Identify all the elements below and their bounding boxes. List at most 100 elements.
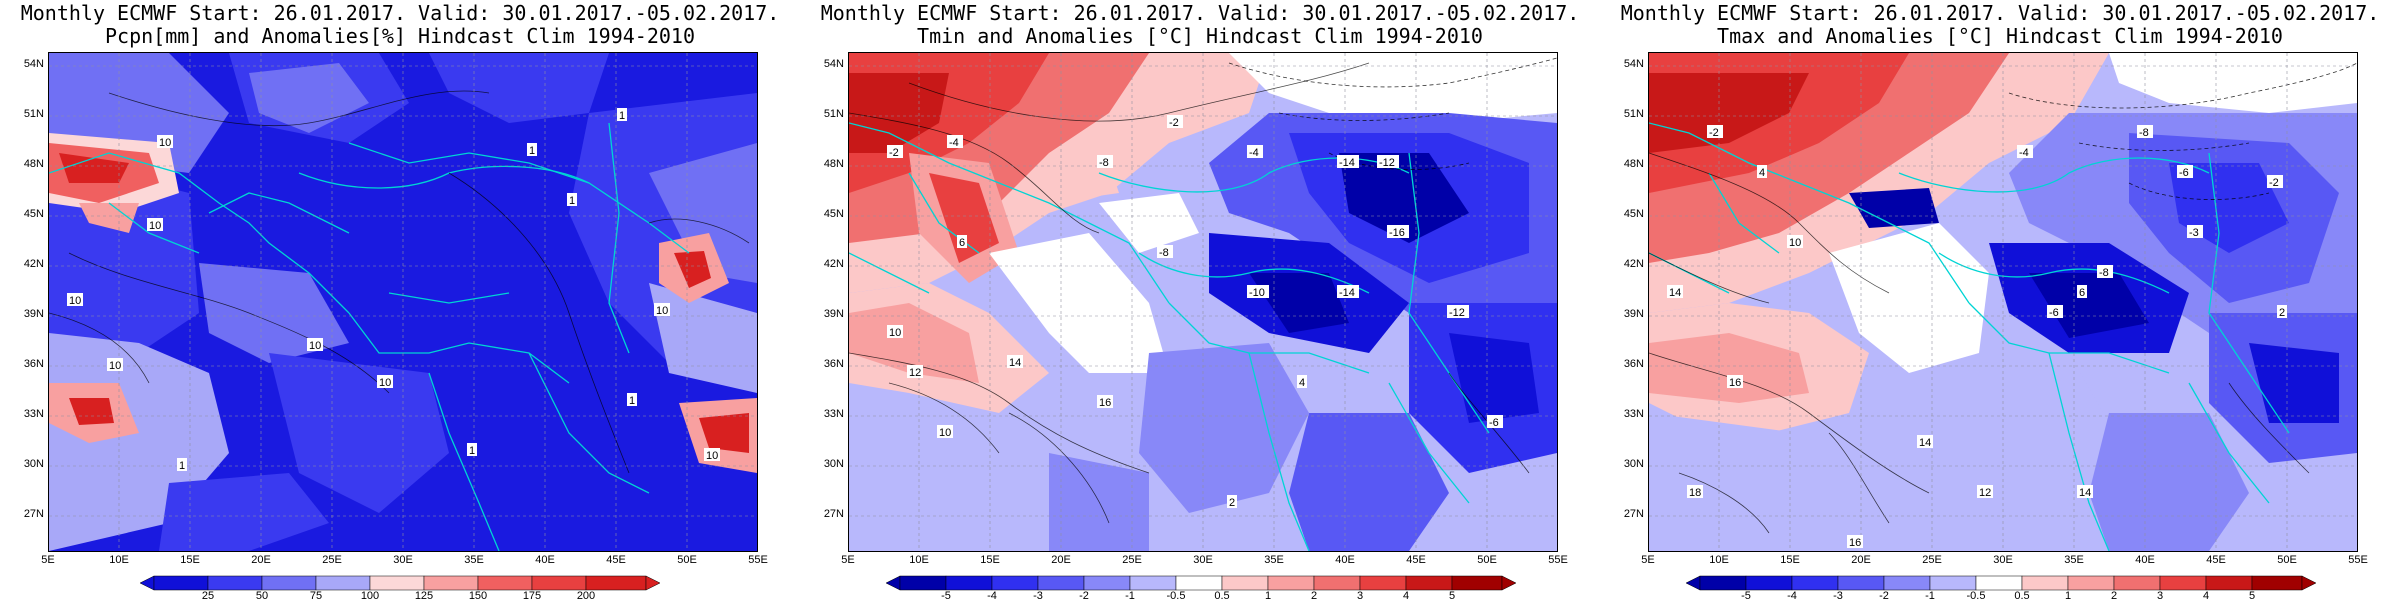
lat-label: 33N	[823, 408, 844, 420]
lon-label: 15E	[1780, 554, 1800, 566]
contour-label: 18	[1687, 485, 1703, 499]
contour-label: 16	[1727, 375, 1743, 389]
svg-text:-6: -6	[2049, 307, 2059, 319]
colorbar-label: -1	[1125, 590, 1135, 602]
colorbar-label: 75	[309, 590, 323, 602]
contour-label: -6	[2047, 305, 2063, 319]
colorbar	[885, 575, 1517, 591]
contour-label: 10	[307, 338, 323, 352]
contour-label: 1	[177, 458, 187, 472]
tmax-map: -2 -4 -8 -6 -3 -2 4 10 14 16 18 12 14 2 …	[1648, 52, 2358, 552]
contour-label: 14	[1007, 355, 1023, 369]
contour-label: 4	[1757, 165, 1767, 179]
svg-text:-2: -2	[889, 147, 899, 159]
colorbar-label: -0.5	[1966, 590, 1986, 602]
lat-label: 39N	[23, 308, 44, 320]
lon-label: 45E	[2206, 554, 2226, 566]
contour-label: 16	[1847, 535, 1863, 549]
lon-label: 30E	[1993, 554, 2013, 566]
lat-label: 42N	[823, 258, 844, 270]
lon-label: 55E	[1548, 554, 1568, 566]
colorbar-label: 0.5	[1214, 590, 1230, 602]
svg-text:-8: -8	[1159, 247, 1169, 259]
contour-label: -8	[1097, 155, 1113, 169]
svg-text:10: 10	[149, 220, 161, 232]
colorbar-label: -3	[1833, 590, 1843, 602]
lat-label: 27N	[23, 508, 44, 520]
panel-title-line1: Monthly ECMWF Start: 26.01.2017. Valid: …	[820, 1, 1580, 25]
svg-text:10: 10	[159, 137, 171, 149]
lon-label: 40E	[2135, 554, 2155, 566]
svg-text:12: 12	[1979, 487, 1991, 499]
lon-label: 30E	[1193, 554, 1213, 566]
contour-label: 1	[567, 193, 577, 207]
lon-label: 5E	[41, 554, 55, 566]
contour-label: -3	[2187, 225, 2203, 239]
lon-label: 35E	[464, 554, 484, 566]
lat-label: 30N	[23, 458, 44, 470]
contour-label: 1	[467, 443, 477, 457]
lat-label: 45N	[1623, 208, 1644, 220]
contour-label: 10	[1787, 235, 1803, 249]
lon-label: 10E	[1709, 554, 1729, 566]
lon-label: 5E	[1641, 554, 1655, 566]
contour-label: 16	[1097, 395, 1113, 409]
colorbar-label: -2	[1079, 590, 1089, 602]
contour-label: 10	[67, 293, 83, 307]
colorbar-label: 3	[1356, 590, 1364, 602]
contour-label: -12	[1377, 155, 1399, 169]
colorbar-label: 1	[1264, 590, 1272, 602]
colorbar-label: -4	[987, 590, 997, 602]
colorbar-swatches	[885, 575, 1517, 591]
lat-label: 33N	[1623, 408, 1644, 420]
colorbar-label: 2	[2110, 590, 2118, 602]
contour-label: -4	[1247, 145, 1263, 159]
svg-text:1: 1	[629, 395, 635, 407]
svg-text:10: 10	[656, 305, 668, 317]
contour-label: -14	[1337, 285, 1359, 299]
lon-label: 40E	[1335, 554, 1355, 566]
svg-text:10: 10	[889, 327, 901, 339]
svg-text:-14: -14	[1339, 157, 1355, 169]
tmax-panel: Monthly ECMWF Start: 26.01.2017. Valid: …	[1600, 0, 2400, 602]
contour-label: -10	[1247, 285, 1269, 299]
panel-title-line2: Pcpn[mm] and Anomalies[%] Hindcast Clim …	[104, 24, 695, 48]
svg-text:10: 10	[939, 427, 951, 439]
svg-text:6: 6	[959, 237, 965, 249]
svg-text:1: 1	[619, 110, 625, 122]
svg-text:6: 6	[2079, 287, 2085, 299]
lat-label: 30N	[823, 458, 844, 470]
contour-label: -4	[2017, 145, 2033, 159]
tmin-map: -2 -4 -8 -14 -12 -16 -10 -14 -12 -8 -6 2…	[848, 52, 1558, 552]
colorbar-label: -5	[941, 590, 951, 602]
contour-label: 1	[617, 108, 627, 122]
lat-label: 27N	[1623, 508, 1644, 520]
contour-label: 14	[1917, 435, 1933, 449]
lon-label: 35E	[1264, 554, 1284, 566]
lat-label: 42N	[23, 258, 44, 270]
contour-label: 14	[1667, 285, 1683, 299]
lon-label: 25E	[1122, 554, 1142, 566]
colorbar-label: 200	[576, 590, 596, 602]
lat-label: 27N	[823, 508, 844, 520]
precipitation-field: 10 1 10 10 1 10 10 10 10 10 1 1 1 1	[49, 53, 757, 551]
lat-label: 51N	[823, 108, 844, 120]
svg-text:-2: -2	[1169, 117, 1179, 129]
lat-label: 51N	[1623, 108, 1644, 120]
lat-label: 54N	[1623, 58, 1644, 70]
svg-text:-8: -8	[1099, 157, 1109, 169]
lon-label: 5E	[841, 554, 855, 566]
contour-label: -8	[1157, 245, 1173, 259]
contour-label: 10	[887, 325, 903, 339]
lat-label: 54N	[823, 58, 844, 70]
lat-label: 48N	[23, 158, 44, 170]
svg-text:-2: -2	[1709, 127, 1719, 139]
colorbar-label: 50	[255, 590, 269, 602]
lat-label: 48N	[823, 158, 844, 170]
svg-text:-14: -14	[1339, 287, 1355, 299]
lon-label: 50E	[2277, 554, 2297, 566]
svg-text:2: 2	[2279, 307, 2285, 319]
colorbar	[139, 575, 661, 591]
contour-label: 4	[1297, 375, 1307, 389]
contour-label: 1	[527, 143, 537, 157]
